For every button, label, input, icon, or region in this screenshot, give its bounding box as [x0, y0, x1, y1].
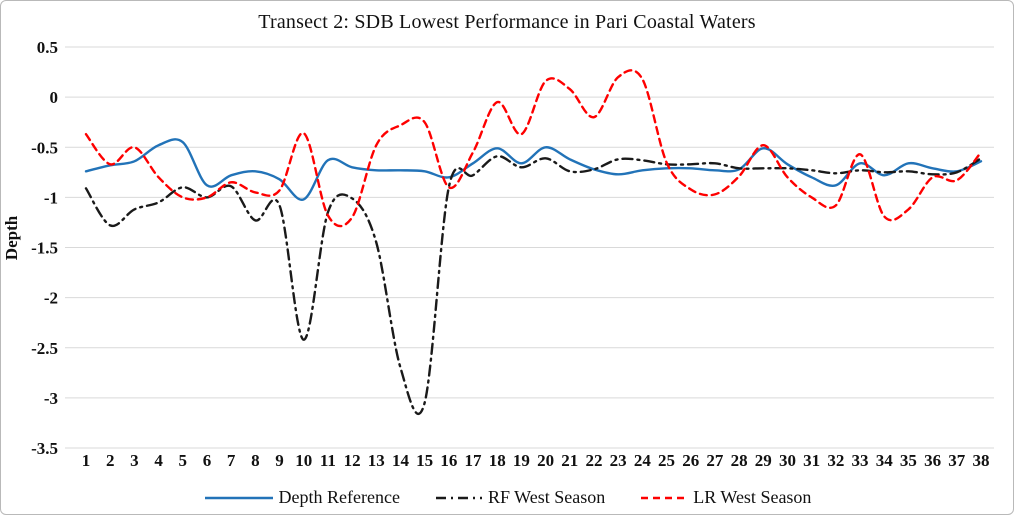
x-tick-label: 24 — [634, 451, 652, 470]
legend-item-rf-west-season: RF West Season — [434, 487, 605, 508]
legend-line-sample-rf-west-season — [435, 496, 482, 499]
x-tick-label: 28 — [731, 451, 748, 470]
x-tick-label: 21 — [561, 451, 578, 470]
y-tick-label: -1 — [44, 188, 58, 207]
y-tick-label: 0 — [50, 88, 59, 107]
x-tick-label: 31 — [803, 451, 820, 470]
x-tick-label: 36 — [924, 451, 941, 470]
x-tick-label: 10 — [295, 451, 312, 470]
x-tick-label: 4 — [154, 451, 163, 470]
x-tick-label: 37 — [948, 451, 966, 470]
x-tick-label: 32 — [827, 451, 844, 470]
x-tick-label: 5 — [179, 451, 188, 470]
chart-title: Transect 2: SDB Lowest Performance in Pa… — [258, 11, 756, 33]
y-tick-label: -3.5 — [31, 439, 58, 458]
legend-label: RF West Season — [487, 487, 606, 507]
x-tick-label: 1 — [82, 451, 91, 470]
x-tick-label: 16 — [440, 451, 457, 470]
x-tick-label: 38 — [973, 451, 990, 470]
x-tick-label: 11 — [320, 451, 336, 470]
legend-label: LR West Season — [693, 487, 812, 507]
x-tick-label: 17 — [465, 451, 483, 470]
x-tick-label: 13 — [368, 451, 385, 470]
y-tick-label: -2 — [44, 289, 58, 308]
x-tick-label: 2 — [106, 451, 115, 470]
x-tick-label: 20 — [537, 451, 554, 470]
x-tick-label: 12 — [344, 451, 361, 470]
series-line-rf-west-season — [84, 155, 983, 415]
x-tick-label: 8 — [251, 451, 260, 470]
x-tick-label: 27 — [706, 451, 724, 470]
y-tick-label: -0.5 — [31, 138, 58, 157]
x-tick-label: 26 — [682, 451, 699, 470]
x-tick-label: 34 — [876, 451, 894, 470]
y-tick-label: 0.5 — [37, 38, 58, 57]
x-tick-label: 18 — [489, 451, 506, 470]
x-tick-label: 9 — [275, 451, 284, 470]
x-tick-label: 7 — [227, 451, 236, 470]
x-tick-label: 19 — [513, 451, 530, 470]
legend-item-depth-reference: Depth Reference — [203, 487, 400, 508]
legend-label: Depth Reference — [278, 487, 400, 507]
x-tick-label: 30 — [779, 451, 796, 470]
y-tick-label: -2.5 — [31, 339, 58, 358]
series-line-depth-reference — [84, 138, 983, 201]
legend-item-lr-west-season: LR West Season — [639, 487, 811, 508]
y-tick-label: -3 — [44, 389, 58, 408]
x-tick-label: 23 — [610, 451, 627, 470]
x-tick-label: 22 — [585, 451, 602, 470]
y-tick-label: -1.5 — [31, 239, 58, 258]
x-tick-label: 29 — [755, 451, 772, 470]
legend-line-sample-lr-west-season — [641, 496, 688, 499]
x-tick-label: 6 — [203, 451, 212, 470]
x-tick-label: 14 — [392, 451, 410, 470]
x-tick-label: 25 — [658, 451, 675, 470]
series-line-lr-west-season — [84, 69, 983, 228]
x-tick-label: 35 — [900, 451, 917, 470]
x-tick-label: 15 — [416, 451, 433, 470]
x-tick-label: 33 — [852, 451, 869, 470]
legend-line-sample-depth-reference — [204, 496, 273, 499]
legend: Depth Reference RF West Season LR West S… — [1, 487, 1013, 508]
x-tick-label: 3 — [130, 451, 139, 470]
